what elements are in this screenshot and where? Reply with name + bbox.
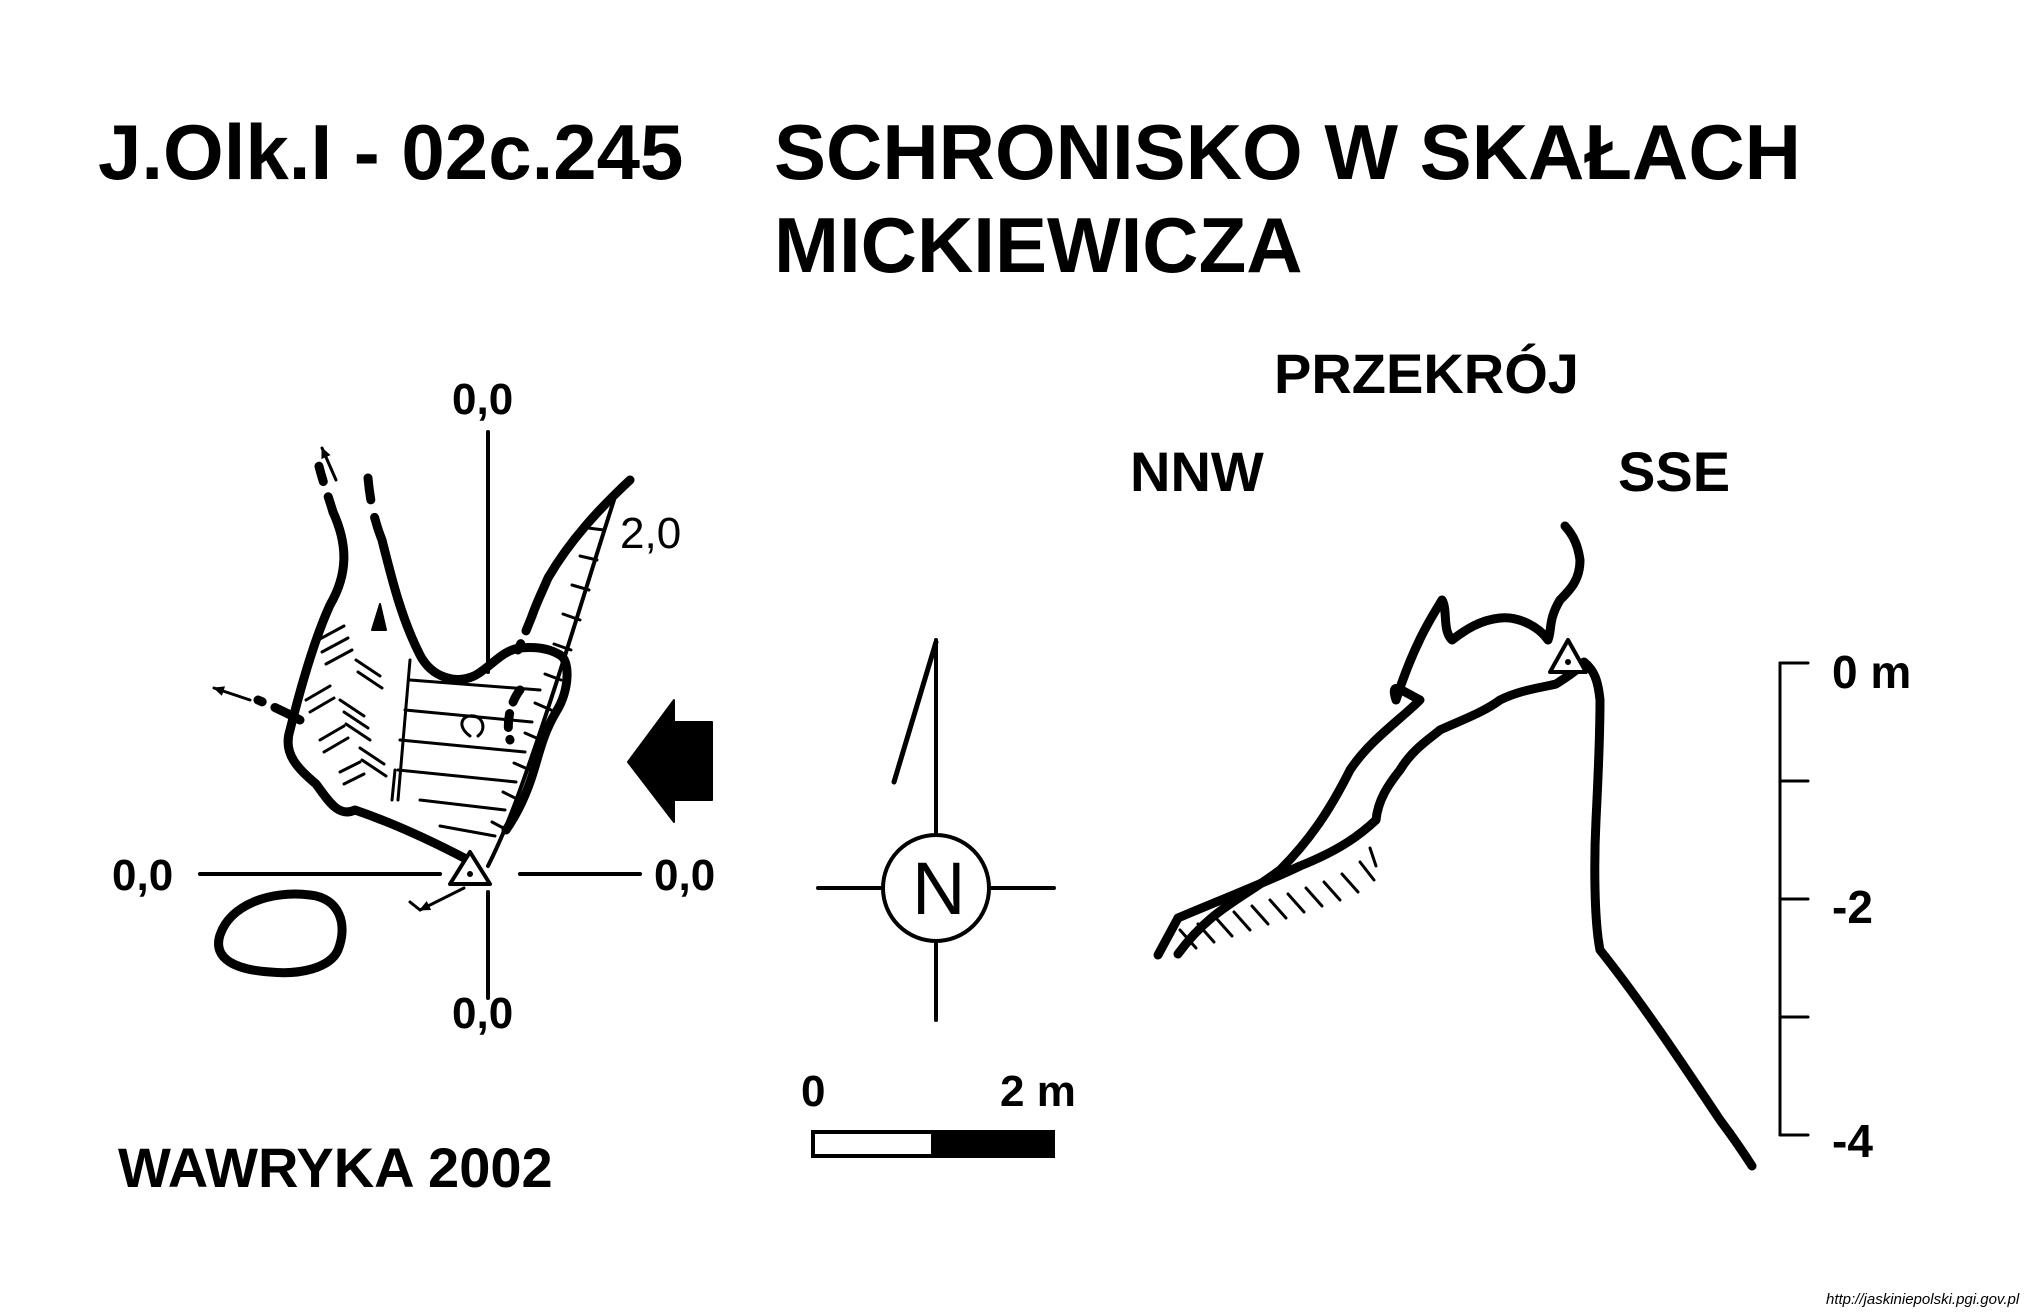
section-right-direction: SSE xyxy=(1618,440,1731,503)
plan-rock-blob xyxy=(214,889,347,978)
plan-wall-right-inner xyxy=(501,650,572,835)
plan-survey-station xyxy=(448,850,492,886)
compass-north-letter: N xyxy=(912,847,966,930)
plan-wall-inner xyxy=(377,535,565,684)
plan-label-top: 0,0 xyxy=(452,375,514,424)
cave-name-line-1: SCHRONISKO W SKAŁACH xyxy=(774,108,1801,196)
plan-drip-symbol xyxy=(460,714,485,738)
section-floor-end xyxy=(1153,913,1183,960)
source-url: http://jaskiniepolski.pgi.gov.pl xyxy=(1826,1291,2020,1308)
plan-arrow-up xyxy=(320,446,338,482)
scale-bar-end-label: 2 m xyxy=(1000,1067,1076,1116)
plan-wall-right-inner-dashed xyxy=(503,685,525,745)
section-survey-station xyxy=(1548,638,1588,674)
plan-arrow-left xyxy=(212,686,252,702)
depth-scale-axis xyxy=(1778,661,1810,1137)
plan-view xyxy=(198,430,713,1000)
plan-label-left: 0,0 xyxy=(112,851,174,900)
plan-wall-right xyxy=(527,475,635,621)
section-title: PRZEKRÓJ xyxy=(1274,342,1579,405)
plan-label-right: 0,0 xyxy=(654,851,716,900)
section-floor xyxy=(1173,657,1757,1171)
plan-wall-left-stub xyxy=(253,695,305,725)
section-left-direction: NNW xyxy=(1130,440,1264,503)
author-credit: WAWRYKA 2002 xyxy=(118,1136,553,1199)
plan-depth-label: 2,0 xyxy=(620,509,682,558)
depth-tick-label-0: 0 m xyxy=(1832,646,1912,698)
section-debris-hatch xyxy=(1178,846,1378,950)
plan-label-bottom: 0,0 xyxy=(452,989,514,1038)
plan-arrow-bottom xyxy=(418,886,466,912)
plan-reference-axes xyxy=(198,430,642,1000)
cave-code: J.Olk.I - 02c.245 xyxy=(98,108,684,196)
plan-slope-edge xyxy=(486,498,616,868)
plan-wall-inner-dashed-a xyxy=(363,473,387,545)
cross-section xyxy=(1153,521,1810,1171)
plan-wall-right-dashed xyxy=(513,611,537,655)
scale-bar-graphic xyxy=(811,1130,1055,1158)
scale-bar-start-label: 0 xyxy=(801,1067,826,1116)
plan-slope-hachures xyxy=(490,526,606,832)
compass-needle xyxy=(891,639,939,785)
plan-small-triangle xyxy=(371,603,387,631)
cave-name-line-2: MICKIEWICZA xyxy=(774,201,1303,289)
plan-wall-left xyxy=(283,507,473,865)
entrance-arrow xyxy=(627,699,713,823)
depth-tick-label-4: -4 xyxy=(1832,1115,1873,1167)
north-compass xyxy=(816,638,1056,1022)
plan-debris-hatch xyxy=(304,624,388,786)
plan-wall-upper-left-dashed xyxy=(313,457,338,517)
section-wall-upper xyxy=(1173,521,1585,959)
depth-tick-label-2: -2 xyxy=(1832,881,1873,933)
